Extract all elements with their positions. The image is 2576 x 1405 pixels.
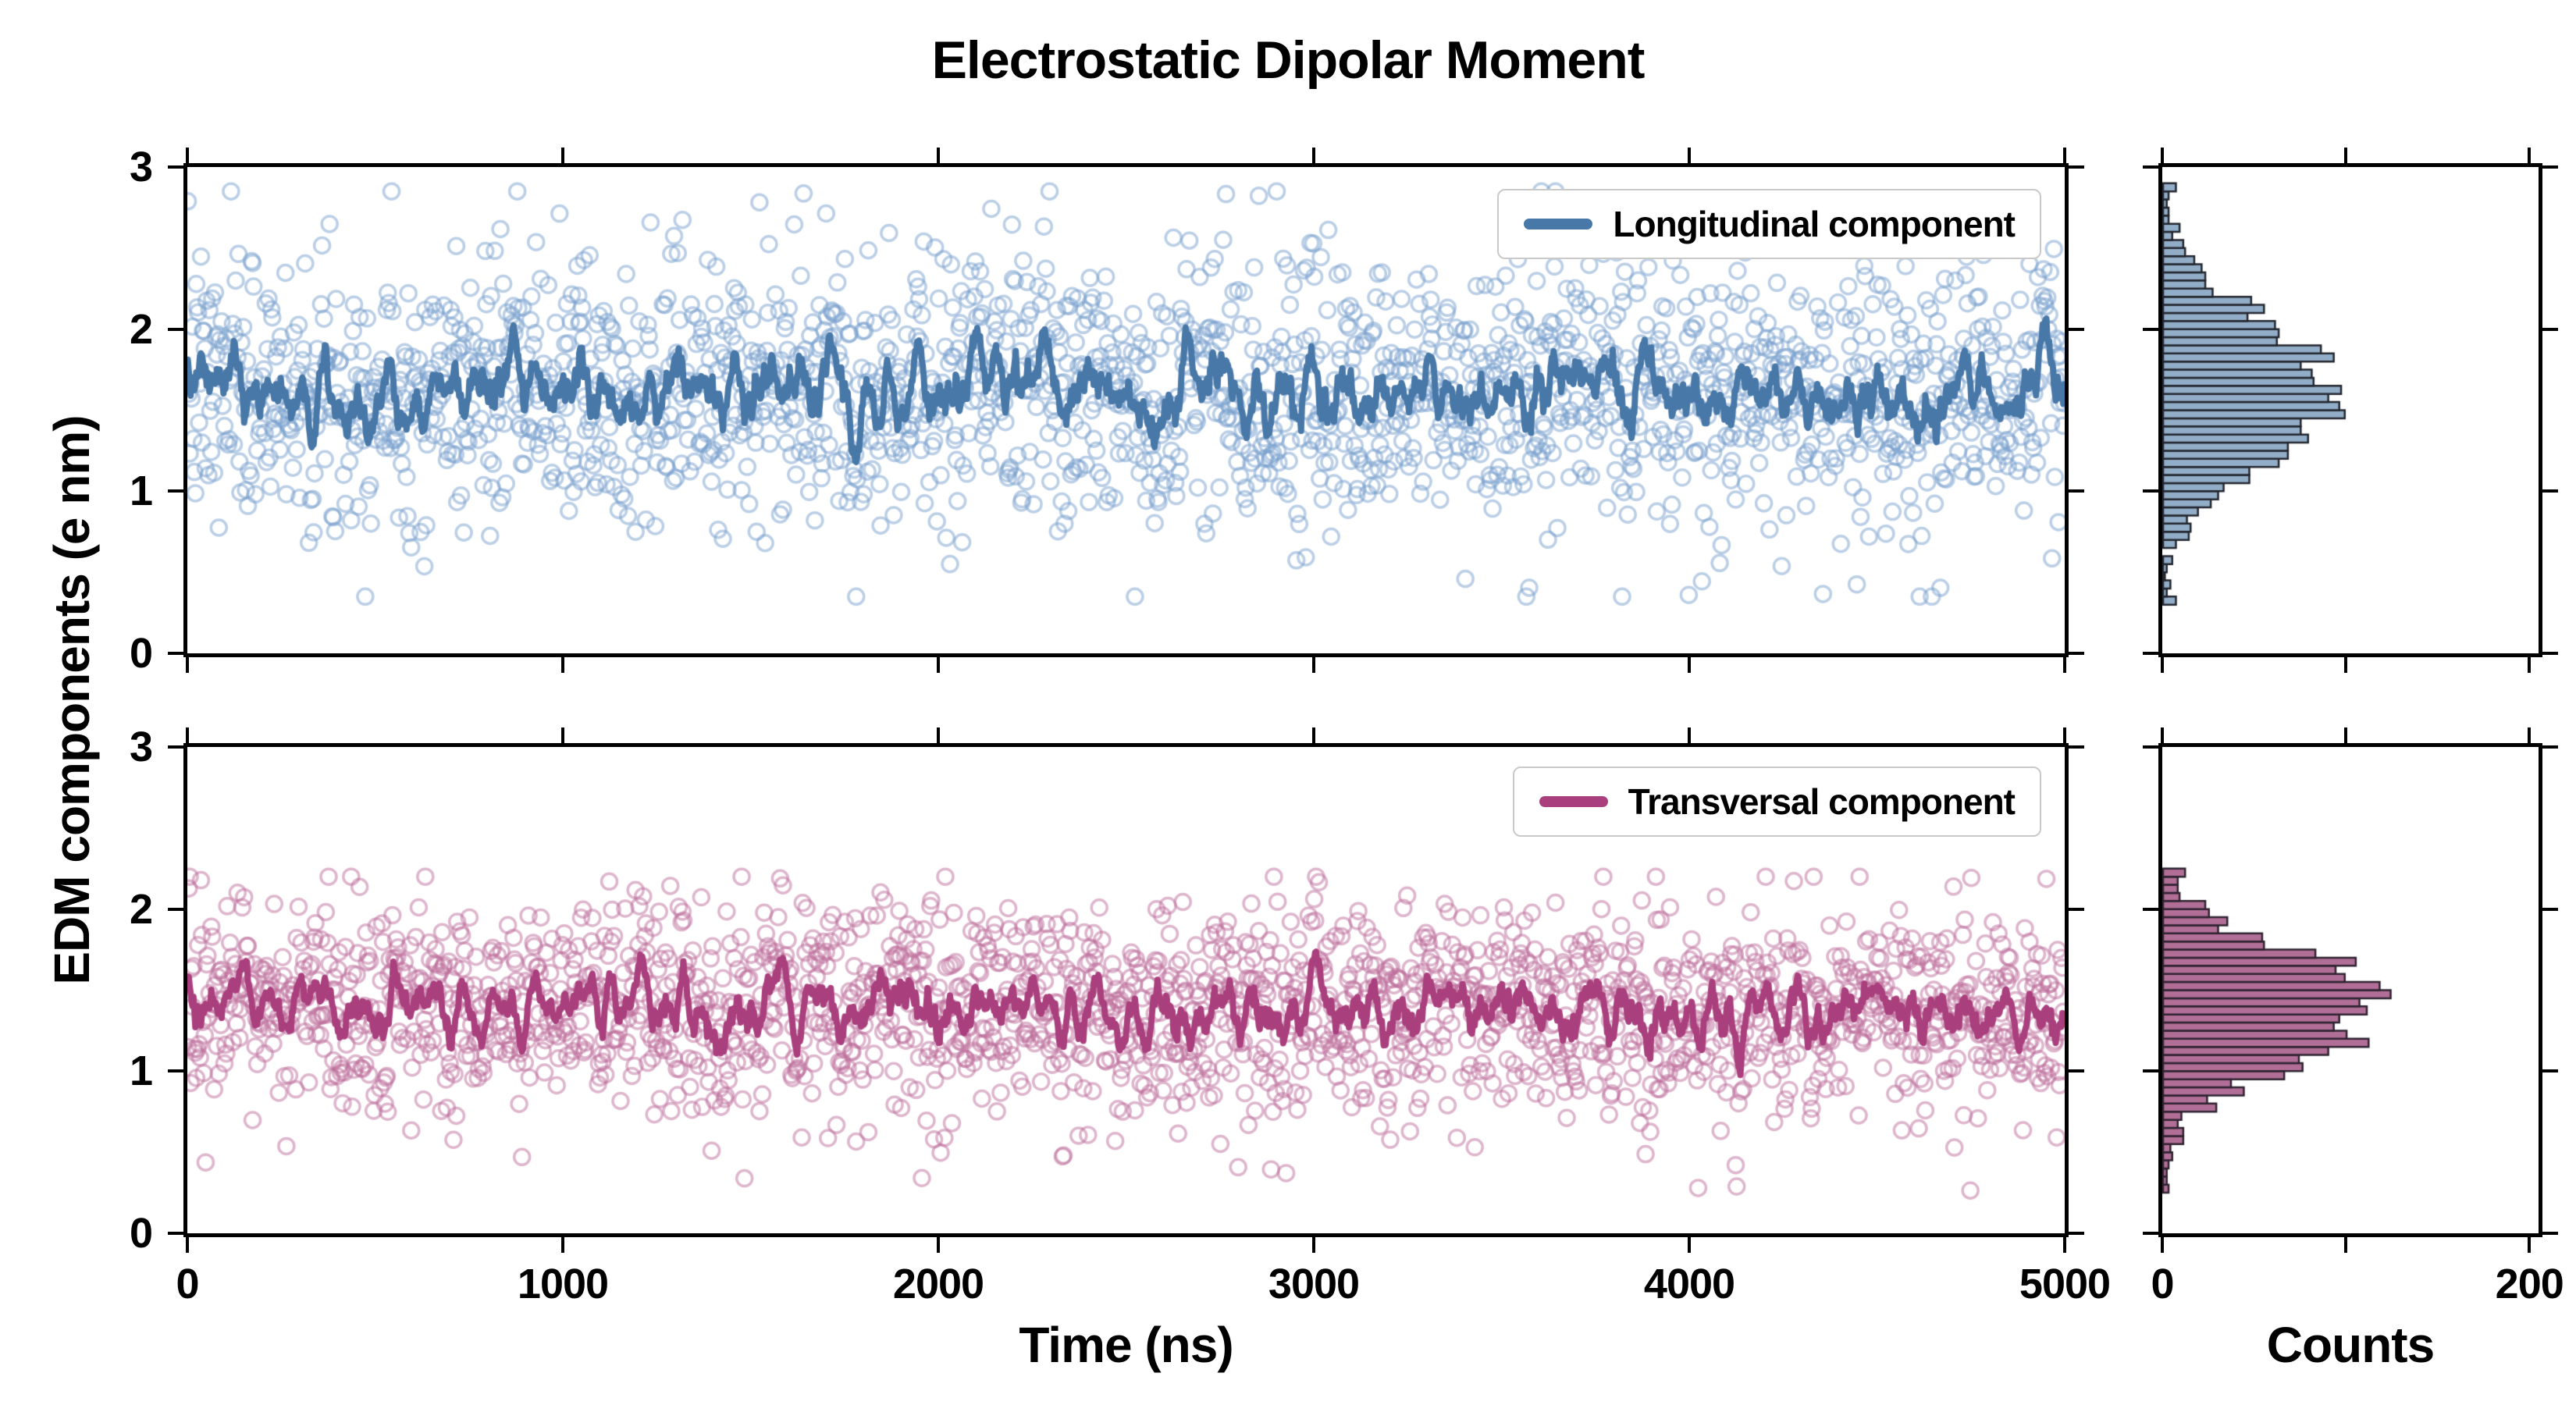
- legend-line-swatch-longitudinal: [1524, 219, 1593, 229]
- y-tick: [2542, 1232, 2558, 1235]
- counts-tick: [2161, 148, 2164, 163]
- x-tick: [1688, 657, 1691, 673]
- y-tick: [2143, 907, 2158, 911]
- x-tick: [186, 657, 189, 673]
- x-tick: [937, 1237, 940, 1253]
- y-tick: [2542, 489, 2558, 493]
- counts-tick: [2344, 727, 2348, 743]
- y-tick: [2542, 907, 2558, 911]
- x-tick: [561, 1237, 564, 1253]
- y-tick: [2069, 327, 2084, 331]
- figure-title: Electrostatic Dipolar Moment: [931, 30, 1646, 90]
- y-tick: [168, 165, 183, 169]
- y-tick-label: 3: [129, 724, 153, 770]
- y-tick: [2143, 652, 2158, 655]
- y-tick: [2069, 745, 2084, 749]
- counts-tick: [2161, 1237, 2164, 1253]
- x-tick: [1312, 727, 1315, 743]
- counts-tick: [2344, 148, 2348, 163]
- counts-tick: [2161, 657, 2164, 673]
- x-tick-label: 4000: [1643, 1261, 1735, 1307]
- x-tick: [1312, 148, 1315, 163]
- x-tick-label: 0: [176, 1261, 199, 1307]
- x-tick: [186, 148, 189, 163]
- counts-tick: [2344, 1237, 2348, 1253]
- x-tick: [561, 148, 564, 163]
- x-tick: [937, 148, 940, 163]
- x-tick-label: 3000: [1268, 1261, 1360, 1307]
- y-tick: [168, 652, 183, 655]
- x-tick-label: 2000: [892, 1261, 984, 1307]
- y-tick: [168, 489, 183, 493]
- y-tick: [168, 1232, 183, 1235]
- x-tick: [2063, 727, 2066, 743]
- y-tick: [2069, 1069, 2084, 1073]
- x-tick: [2063, 657, 2066, 673]
- x-tick: [1688, 1237, 1691, 1253]
- x-tick: [1688, 148, 1691, 163]
- y-tick: [2542, 165, 2558, 169]
- y-tick: [2542, 327, 2558, 331]
- counts-axis-title: Counts: [2266, 1317, 2435, 1373]
- counts-tick: [2528, 727, 2532, 743]
- y-tick-label: 2: [129, 885, 153, 933]
- y-tick-label: 2: [129, 305, 153, 353]
- y-tick: [2143, 327, 2158, 331]
- y-tick: [168, 1069, 183, 1073]
- legend-transversal: Transversal component: [1512, 767, 2041, 837]
- x-tick: [2063, 1237, 2066, 1253]
- y-tick: [2143, 1069, 2158, 1073]
- time-axis-title: Time (ns): [1019, 1317, 1233, 1373]
- y-tick: [168, 907, 183, 911]
- y-tick-label: 3: [129, 144, 153, 190]
- x-tick: [2063, 148, 2066, 163]
- x-tick: [937, 657, 940, 673]
- x-tick-label: 5000: [2019, 1261, 2111, 1307]
- counts-tick: [2528, 148, 2532, 163]
- counts-tick-label: 200: [2495, 1261, 2564, 1307]
- legend-line-swatch-transversal: [1539, 796, 1608, 807]
- y-tick: [2069, 1232, 2084, 1235]
- legend-label-transversal: Transversal component: [1628, 781, 2016, 822]
- x-tick-label: 1000: [517, 1261, 609, 1307]
- y-tick: [2143, 745, 2158, 749]
- x-tick: [186, 1237, 189, 1253]
- y-tick-label: 0: [129, 630, 153, 677]
- counts-tick-label: 0: [2151, 1261, 2174, 1307]
- counts-tick: [2344, 657, 2348, 673]
- y-tick: [2143, 165, 2158, 169]
- x-tick: [561, 657, 564, 673]
- counts-tick: [2161, 727, 2164, 743]
- y-tick-label: 0: [129, 1210, 153, 1257]
- y-tick: [2069, 652, 2084, 655]
- transversal-histogram-canvas: [2162, 747, 2539, 1233]
- longitudinal-histogram-panel: [2158, 163, 2542, 657]
- legend-label-longitudinal: Longitudinal component: [1613, 204, 2016, 244]
- y-tick: [2542, 652, 2558, 655]
- x-tick: [1312, 657, 1315, 673]
- y-tick: [2143, 489, 2158, 493]
- y-tick: [2069, 489, 2084, 493]
- legend-longitudinal: Longitudinal component: [1497, 189, 2041, 259]
- y-tick: [2542, 1069, 2558, 1073]
- y-tick: [2143, 1232, 2158, 1235]
- y-tick: [2542, 745, 2558, 749]
- y-tick-label: 1: [129, 1048, 153, 1095]
- counts-tick: [2528, 657, 2532, 673]
- y-tick: [168, 745, 183, 749]
- x-tick: [937, 727, 940, 743]
- x-tick: [186, 727, 189, 743]
- x-tick: [561, 727, 564, 743]
- longitudinal-histogram-canvas: [2162, 167, 2539, 653]
- x-tick: [1688, 727, 1691, 743]
- transversal-histogram-panel: [2158, 743, 2542, 1237]
- y-tick: [2069, 907, 2084, 911]
- y-tick-label: 1: [129, 468, 153, 515]
- y-tick: [2069, 165, 2084, 169]
- y-tick: [168, 327, 183, 331]
- x-tick: [1312, 1237, 1315, 1253]
- counts-tick: [2528, 1237, 2532, 1253]
